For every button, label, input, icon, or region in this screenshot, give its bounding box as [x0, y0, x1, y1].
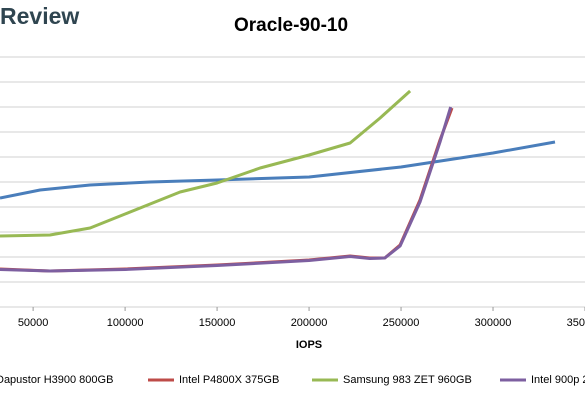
x-tick-label: 350000 [567, 317, 585, 329]
logo: Review [0, 3, 79, 29]
legend-label: Intel P4800X 375GB [179, 374, 279, 386]
series-line [0, 106, 453, 273]
series-line [0, 140, 556, 200]
x-tick-label: 200000 [291, 317, 328, 329]
x-axis-label: IOPS [296, 339, 322, 351]
x-tick-label: 300000 [475, 317, 512, 329]
x-tick-label: 150000 [199, 317, 236, 329]
legend-label: Intel 900p 280GB [531, 374, 585, 386]
x-tick-label: 250000 [383, 317, 420, 329]
legend-label: Dapustor H3900 800GB [0, 374, 113, 386]
x-tick-label: 100000 [107, 317, 144, 329]
series-line [0, 89, 412, 238]
legend-label: Samsung 983 ZET 960GB [343, 374, 472, 386]
x-tick-label: 50000 [18, 317, 49, 329]
chart-title: Oracle-90-10 [234, 15, 348, 36]
